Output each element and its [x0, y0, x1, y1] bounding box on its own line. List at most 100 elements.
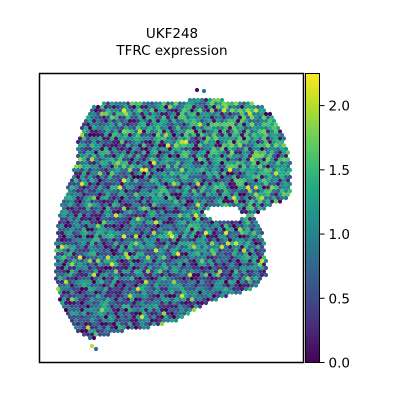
spot [257, 164, 263, 169]
spot [67, 209, 73, 215]
spot [107, 209, 113, 215]
spot [259, 160, 265, 166]
spot [141, 185, 147, 190]
spot [75, 293, 81, 299]
spot [163, 188, 169, 194]
spot [171, 300, 177, 306]
spot [241, 255, 247, 260]
spot [171, 139, 177, 145]
spot [171, 160, 177, 166]
spot [137, 311, 143, 316]
spot [225, 136, 231, 141]
spot [93, 297, 99, 302]
spot [163, 216, 169, 222]
spot [205, 192, 211, 197]
spot [67, 216, 73, 222]
spot [99, 279, 105, 285]
spot [211, 230, 217, 236]
spot [77, 318, 83, 323]
spot [155, 265, 161, 271]
spot [171, 272, 177, 278]
spot [205, 185, 211, 190]
spot [81, 227, 87, 232]
spot [133, 297, 139, 302]
spot [53, 248, 59, 253]
spot [223, 223, 229, 229]
spot [211, 132, 217, 138]
spot [191, 209, 197, 215]
spot [163, 202, 169, 208]
spot [129, 122, 135, 127]
spot [131, 265, 137, 271]
spot [177, 276, 183, 281]
spot [149, 248, 155, 253]
spot [81, 136, 87, 141]
spot [115, 230, 121, 236]
spot [191, 279, 197, 285]
spot [211, 286, 217, 292]
spot [117, 234, 123, 239]
spot [107, 307, 113, 313]
spot [79, 328, 85, 334]
spot [71, 237, 77, 243]
spot [59, 223, 65, 229]
spot [169, 108, 175, 113]
spot [137, 276, 143, 281]
spot [281, 136, 287, 141]
spot [153, 150, 159, 155]
spot [151, 307, 157, 313]
spot [143, 202, 149, 208]
spot [225, 234, 231, 239]
spot [61, 241, 67, 246]
spot [201, 88, 207, 94]
spot [131, 286, 137, 292]
spot [119, 104, 125, 110]
spot [63, 300, 69, 306]
spot [239, 125, 245, 131]
spot [225, 255, 231, 260]
spot [151, 125, 157, 131]
spot [265, 164, 271, 169]
spot [147, 321, 153, 327]
spot [99, 272, 105, 278]
spot [79, 321, 85, 327]
spot [141, 255, 147, 260]
spot [265, 199, 271, 204]
spot [161, 318, 167, 323]
spot [99, 174, 105, 180]
spot [139, 160, 145, 166]
spot [223, 167, 229, 173]
spot [139, 146, 145, 152]
spot [227, 146, 233, 152]
spot [97, 164, 103, 169]
colorbar-tick-label: 2.0 [329, 99, 350, 115]
spot [241, 206, 247, 211]
spot [189, 136, 195, 141]
spot [279, 153, 285, 159]
spot [225, 115, 231, 120]
spot [197, 262, 203, 267]
spot [143, 251, 149, 257]
spot [97, 318, 103, 323]
spot [105, 304, 111, 309]
spot [267, 160, 273, 166]
spot [161, 199, 167, 204]
spot [61, 234, 67, 239]
spot [169, 143, 175, 148]
spot [243, 237, 249, 243]
spot [159, 174, 165, 180]
spot [159, 258, 165, 264]
spot [139, 104, 145, 110]
spot [123, 174, 129, 180]
spot [175, 237, 181, 243]
spot [173, 290, 179, 295]
spot [161, 304, 167, 309]
spot [197, 283, 203, 288]
spot [215, 132, 221, 138]
spot [215, 174, 221, 180]
spot [121, 290, 127, 295]
spot [67, 293, 73, 299]
spot [211, 118, 217, 124]
spot [193, 164, 199, 169]
spot [185, 241, 191, 246]
